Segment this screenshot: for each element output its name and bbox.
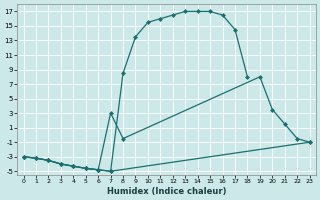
X-axis label: Humidex (Indice chaleur): Humidex (Indice chaleur) <box>107 187 226 196</box>
